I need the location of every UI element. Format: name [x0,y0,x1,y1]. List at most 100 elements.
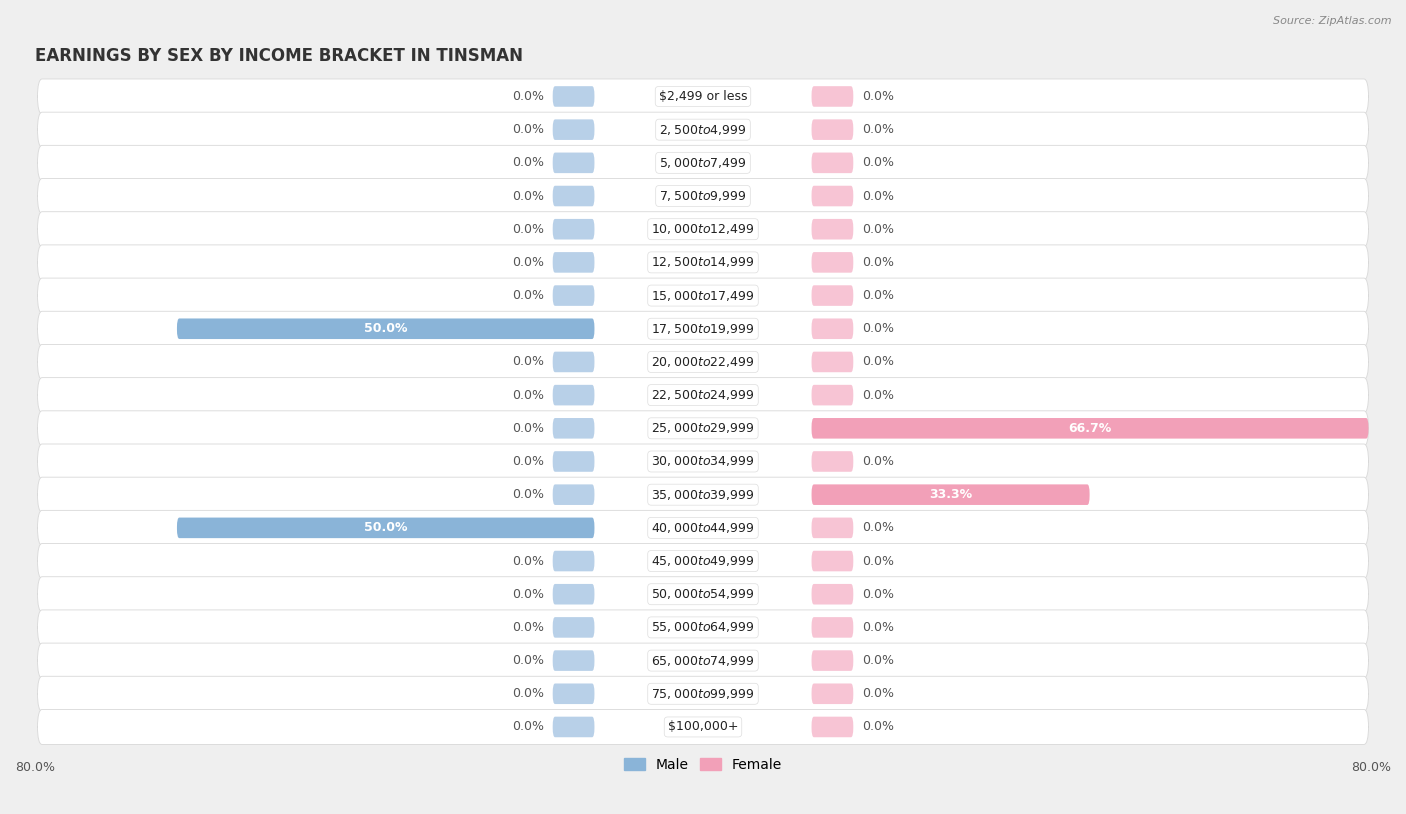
Text: 0.0%: 0.0% [862,554,894,567]
Text: EARNINGS BY SEX BY INCOME BRACKET IN TINSMAN: EARNINGS BY SEX BY INCOME BRACKET IN TIN… [35,47,523,65]
Text: $40,000 to $44,999: $40,000 to $44,999 [651,521,755,535]
Text: 0.0%: 0.0% [512,156,544,169]
Text: $17,500 to $19,999: $17,500 to $19,999 [651,322,755,335]
Text: 0.0%: 0.0% [862,588,894,601]
Text: $2,499 or less: $2,499 or less [659,90,747,103]
Text: $30,000 to $34,999: $30,000 to $34,999 [651,454,755,469]
FancyBboxPatch shape [811,152,853,173]
FancyBboxPatch shape [38,112,1368,147]
FancyBboxPatch shape [553,684,595,704]
FancyBboxPatch shape [811,318,853,339]
FancyBboxPatch shape [811,617,853,637]
FancyBboxPatch shape [811,551,853,571]
Text: $50,000 to $54,999: $50,000 to $54,999 [651,587,755,602]
Text: $22,500 to $24,999: $22,500 to $24,999 [651,388,755,402]
Text: 33.3%: 33.3% [929,488,972,501]
FancyBboxPatch shape [553,551,595,571]
FancyBboxPatch shape [811,518,853,538]
FancyBboxPatch shape [811,716,853,737]
Text: $100,000+: $100,000+ [668,720,738,733]
Text: 0.0%: 0.0% [862,687,894,700]
Text: 0.0%: 0.0% [862,289,894,302]
Text: 0.0%: 0.0% [862,256,894,269]
Text: 0.0%: 0.0% [512,455,544,468]
Text: $12,500 to $14,999: $12,500 to $14,999 [651,256,755,269]
Text: 50.0%: 50.0% [364,521,408,534]
Text: 0.0%: 0.0% [512,588,544,601]
FancyBboxPatch shape [553,285,595,306]
Text: Source: ZipAtlas.com: Source: ZipAtlas.com [1274,16,1392,26]
FancyBboxPatch shape [553,650,595,671]
FancyBboxPatch shape [811,186,853,206]
Text: $35,000 to $39,999: $35,000 to $39,999 [651,488,755,501]
Text: 50.0%: 50.0% [364,322,408,335]
FancyBboxPatch shape [553,352,595,372]
FancyBboxPatch shape [553,418,595,439]
FancyBboxPatch shape [553,86,595,107]
FancyBboxPatch shape [811,684,853,704]
FancyBboxPatch shape [177,518,595,538]
Text: 66.7%: 66.7% [1069,422,1112,435]
Text: 0.0%: 0.0% [512,720,544,733]
FancyBboxPatch shape [38,544,1368,579]
Text: 0.0%: 0.0% [862,455,894,468]
Text: $7,500 to $9,999: $7,500 to $9,999 [659,189,747,203]
FancyBboxPatch shape [38,444,1368,479]
FancyBboxPatch shape [553,219,595,239]
Text: 0.0%: 0.0% [862,521,894,534]
FancyBboxPatch shape [811,584,853,605]
FancyBboxPatch shape [811,650,853,671]
FancyBboxPatch shape [38,245,1368,280]
FancyBboxPatch shape [811,285,853,306]
FancyBboxPatch shape [38,146,1368,181]
Text: $55,000 to $64,999: $55,000 to $64,999 [651,620,755,634]
FancyBboxPatch shape [811,484,1090,505]
Text: 0.0%: 0.0% [512,554,544,567]
Text: 0.0%: 0.0% [862,90,894,103]
FancyBboxPatch shape [553,385,595,405]
Text: 0.0%: 0.0% [512,356,544,369]
FancyBboxPatch shape [553,120,595,140]
FancyBboxPatch shape [553,186,595,206]
FancyBboxPatch shape [38,79,1368,114]
FancyBboxPatch shape [811,120,853,140]
Text: 0.0%: 0.0% [512,190,544,203]
FancyBboxPatch shape [553,617,595,637]
FancyBboxPatch shape [811,385,853,405]
Text: $75,000 to $99,999: $75,000 to $99,999 [651,687,755,701]
FancyBboxPatch shape [811,219,853,239]
FancyBboxPatch shape [38,643,1368,678]
Text: 0.0%: 0.0% [862,720,894,733]
FancyBboxPatch shape [38,278,1368,313]
FancyBboxPatch shape [38,378,1368,413]
Text: 0.0%: 0.0% [862,223,894,236]
Text: 0.0%: 0.0% [862,322,894,335]
FancyBboxPatch shape [553,451,595,472]
FancyBboxPatch shape [177,318,595,339]
FancyBboxPatch shape [811,86,853,107]
FancyBboxPatch shape [553,716,595,737]
Text: $25,000 to $29,999: $25,000 to $29,999 [651,422,755,435]
Text: 0.0%: 0.0% [512,256,544,269]
Text: 0.0%: 0.0% [512,90,544,103]
FancyBboxPatch shape [811,352,853,372]
Text: 0.0%: 0.0% [512,488,544,501]
Text: 0.0%: 0.0% [862,388,894,401]
Text: 0.0%: 0.0% [862,123,894,136]
Text: 0.0%: 0.0% [862,156,894,169]
FancyBboxPatch shape [811,418,1368,439]
Text: 0.0%: 0.0% [512,654,544,667]
FancyBboxPatch shape [553,484,595,505]
Text: $2,500 to $4,999: $2,500 to $4,999 [659,123,747,137]
FancyBboxPatch shape [553,584,595,605]
Text: 0.0%: 0.0% [512,223,544,236]
FancyBboxPatch shape [38,577,1368,611]
FancyBboxPatch shape [38,411,1368,446]
Text: 0.0%: 0.0% [512,422,544,435]
Text: $15,000 to $17,499: $15,000 to $17,499 [651,289,755,303]
Text: 0.0%: 0.0% [512,388,544,401]
Text: 0.0%: 0.0% [862,621,894,634]
FancyBboxPatch shape [811,451,853,472]
Legend: Male, Female: Male, Female [619,752,787,777]
Text: $20,000 to $22,499: $20,000 to $22,499 [651,355,755,369]
